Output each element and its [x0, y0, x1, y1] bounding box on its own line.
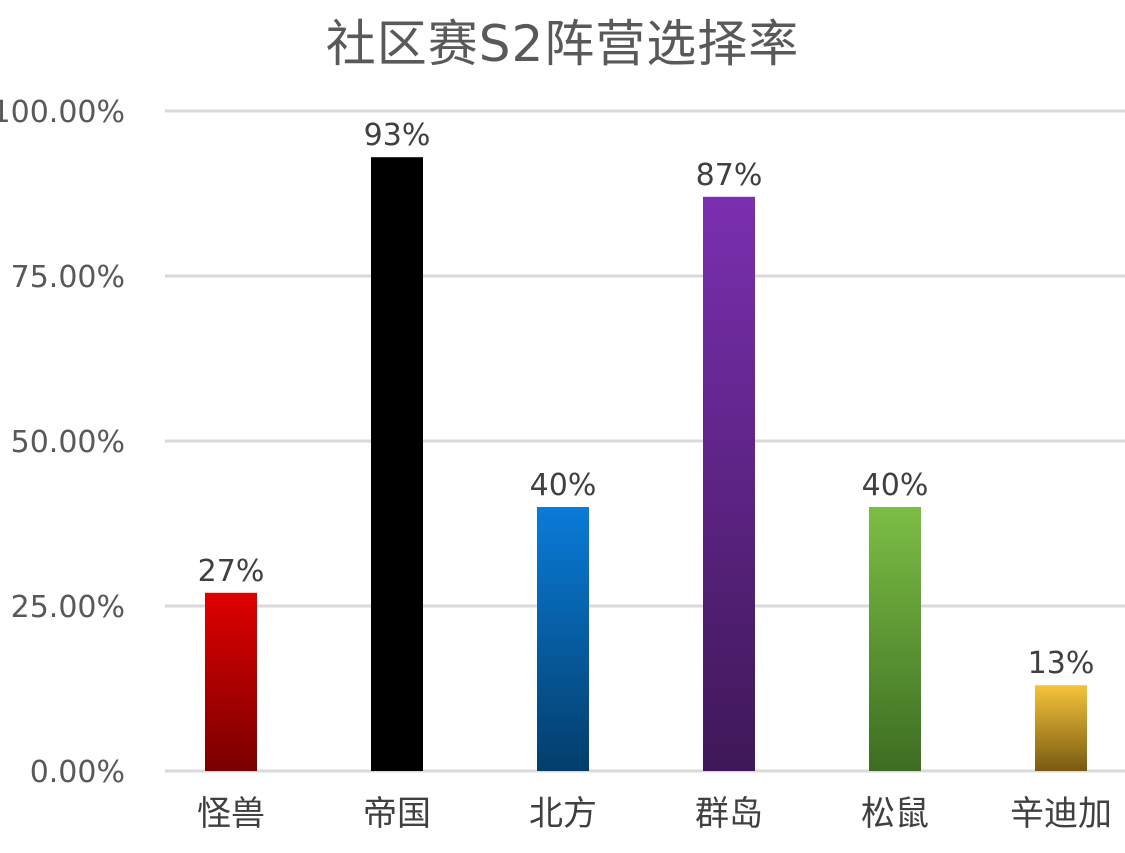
- y-tick-label: 50.00%: [11, 425, 125, 460]
- y-axis-tick-labels: 0.00% 25.00% 50.00% 75.00% 100.00%: [0, 95, 125, 790]
- y-tick-label: 0.00%: [30, 755, 125, 790]
- bar-5: [1035, 685, 1087, 771]
- gridlines: [165, 109, 1125, 773]
- data-label: 93%: [364, 118, 431, 153]
- bar-1: [371, 157, 423, 771]
- bars: [205, 157, 1087, 772]
- bar-4: [869, 507, 921, 771]
- bar-2: [537, 507, 589, 771]
- y-tick-label: 25.00%: [11, 590, 125, 625]
- category-label: 松鼠: [861, 794, 929, 834]
- data-label: 27%: [198, 554, 265, 589]
- category-label: 群岛: [695, 794, 763, 834]
- category-label: 北方: [529, 794, 597, 834]
- data-label: 40%: [862, 468, 929, 503]
- category-label: 辛迪加: [1010, 794, 1112, 834]
- bar-3: [703, 196, 755, 772]
- data-label: 40%: [530, 468, 597, 503]
- data-label: 87%: [696, 158, 763, 193]
- chart-title: 社区赛S2阵营选择率: [325, 15, 800, 73]
- bar-0: [205, 592, 257, 771]
- y-tick-label: 75.00%: [11, 260, 125, 295]
- category-label: 怪兽: [197, 794, 265, 834]
- x-axis-category-labels: 怪兽 帝国 北方 群岛 松鼠 辛迪加: [197, 794, 1112, 834]
- data-label: 13%: [1028, 646, 1095, 681]
- y-tick-label: 100.00%: [0, 95, 125, 130]
- category-label: 帝国: [363, 794, 431, 834]
- data-labels: 27% 93% 40% 87% 40% 13%: [198, 118, 1095, 681]
